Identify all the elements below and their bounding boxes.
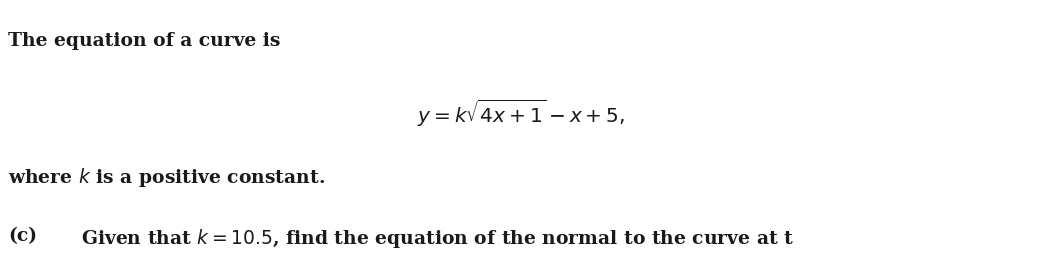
Text: Given that $k = 10.5$, find the equation of the normal to the curve at t: Given that $k = 10.5$, find the equation… <box>81 227 794 250</box>
Text: $y = k\sqrt{4x+1} - x + 5,$: $y = k\sqrt{4x+1} - x + 5,$ <box>417 98 625 129</box>
Text: where $k$ is a positive constant.: where $k$ is a positive constant. <box>8 166 325 189</box>
Text: The equation of a curve is: The equation of a curve is <box>8 32 280 50</box>
Text: (c): (c) <box>8 227 38 245</box>
